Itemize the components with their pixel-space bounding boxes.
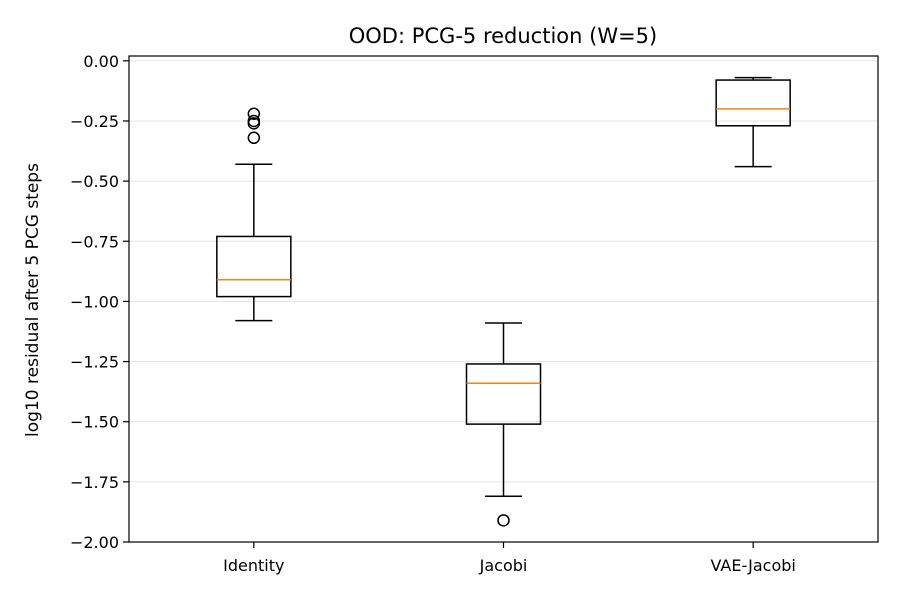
y-tick-label: −0.75: [70, 232, 119, 251]
y-tick-label: −1.00: [70, 292, 119, 311]
y-tick-label: −1.75: [70, 473, 119, 492]
y-axis-label: log10 residual after 5 PCG steps: [23, 163, 43, 437]
y-tick-label: −0.50: [70, 172, 119, 191]
y-tick-label: 0.00: [83, 52, 119, 71]
y-tick-label: −0.25: [70, 112, 119, 131]
box-vae-jacobi: [715, 76, 791, 168]
outlier-point: [247, 117, 261, 130]
box-jacobi: [465, 322, 542, 527]
outlier-point: [497, 514, 510, 527]
x-tick-label: Identity: [223, 556, 284, 575]
y-tick-label: −1.50: [70, 413, 119, 432]
chart-title: OOD: PCG-5 reduction (W=5): [349, 24, 657, 48]
boxes: [216, 76, 791, 527]
x-tick-label: Jacobi: [479, 556, 528, 575]
outlier-point: [247, 131, 261, 145]
y-tick-label: −2.00: [70, 533, 119, 552]
x-ticks: Identity Jacobi VAE-Jacobi: [223, 542, 796, 575]
box-identity: [216, 107, 292, 322]
y-ticks: 0.00 −0.25 −0.50 −0.75 −1.00 −1.25 −1.50 −1.75 −…: [70, 52, 129, 552]
x-tick-label: VAE-Jacobi: [710, 556, 795, 575]
y-tick-label: −1.25: [70, 353, 119, 372]
outlier-point: [247, 107, 261, 120]
iqr-box: [465, 363, 542, 425]
iqr-box: [715, 79, 791, 127]
iqr-box: [216, 235, 292, 298]
